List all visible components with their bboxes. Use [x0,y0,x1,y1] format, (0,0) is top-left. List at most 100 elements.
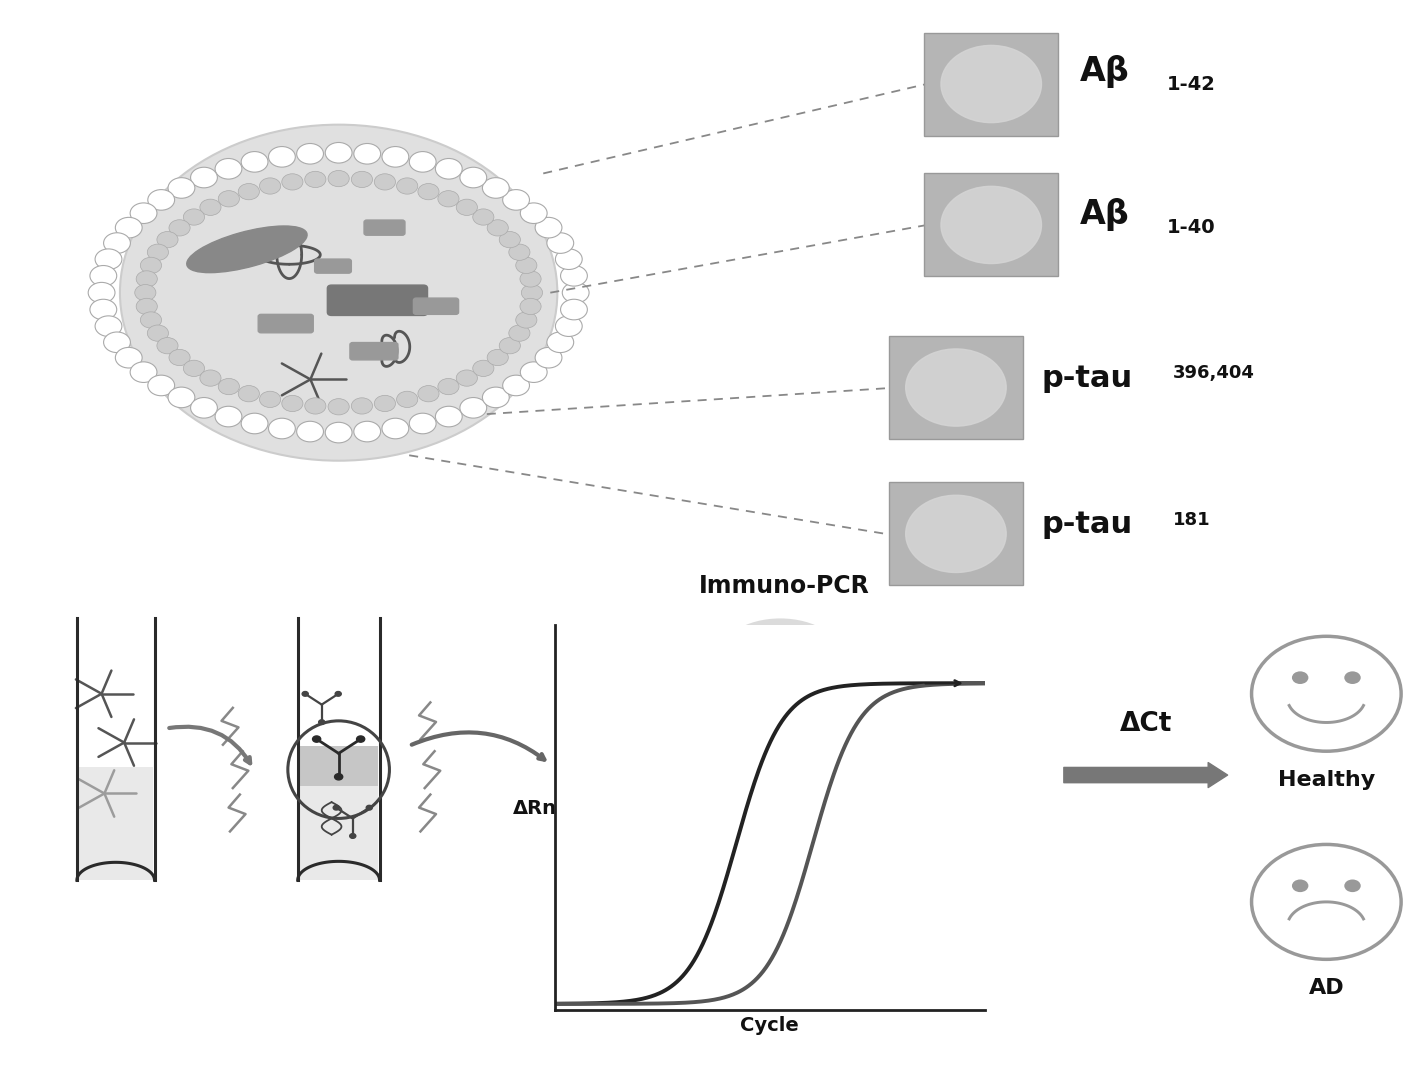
Text: Aβ: Aβ [1079,55,1129,88]
Circle shape [325,423,353,443]
Circle shape [302,692,308,696]
Circle shape [460,398,487,418]
FancyBboxPatch shape [315,259,351,273]
X-axis label: Cycle: Cycle [741,1016,799,1035]
Bar [79,767,154,880]
Circle shape [120,125,557,461]
Circle shape [367,805,373,810]
Circle shape [456,370,477,386]
Circle shape [409,413,436,434]
Text: Aβ: Aβ [1079,198,1129,231]
Circle shape [547,332,574,352]
Ellipse shape [906,495,1006,572]
Circle shape [502,190,529,210]
Ellipse shape [717,618,844,700]
Circle shape [535,347,562,367]
Circle shape [556,315,583,336]
Text: 1-42: 1-42 [1167,75,1216,94]
Circle shape [509,325,531,341]
Circle shape [483,387,509,408]
Circle shape [560,299,587,320]
Circle shape [547,233,574,254]
Circle shape [135,271,157,287]
Circle shape [382,146,409,167]
Circle shape [200,199,222,216]
Circle shape [374,396,395,412]
Circle shape [436,158,463,179]
Circle shape [357,736,364,743]
Circle shape [334,774,343,779]
Circle shape [282,173,303,190]
Circle shape [456,199,477,216]
Circle shape [354,143,381,164]
Circle shape [268,418,295,439]
Circle shape [522,285,542,301]
Circle shape [148,375,175,396]
Circle shape [157,232,178,248]
Circle shape [134,285,155,301]
Bar [924,33,1058,136]
Circle shape [327,399,349,415]
Circle shape [396,391,418,408]
Circle shape [238,386,260,402]
Circle shape [1292,879,1308,892]
Circle shape [168,387,195,408]
Circle shape [241,413,268,434]
Circle shape [502,375,529,396]
Text: p-tau: p-tau [1041,364,1133,393]
Circle shape [483,178,509,198]
Circle shape [214,158,241,179]
FancyBboxPatch shape [258,314,313,333]
FancyBboxPatch shape [364,220,405,235]
Text: Immuno-PCR: Immuno-PCR [698,575,871,598]
Text: 1-40: 1-40 [1167,218,1215,237]
Bar [299,746,378,880]
Circle shape [473,209,494,225]
Circle shape [219,191,240,207]
Circle shape [396,178,418,194]
Circle shape [325,142,353,163]
Circle shape [556,249,583,270]
FancyArrowPatch shape [1064,762,1228,788]
Ellipse shape [186,225,308,273]
Circle shape [95,315,121,336]
Circle shape [313,736,320,743]
Circle shape [351,171,373,188]
Circle shape [535,218,562,238]
Circle shape [562,283,590,304]
Circle shape [296,143,323,164]
Circle shape [103,233,130,254]
Bar [889,482,1023,585]
Circle shape [140,312,161,328]
Circle shape [190,167,217,188]
Circle shape [305,398,326,414]
Circle shape [95,249,121,270]
Circle shape [521,203,547,223]
Circle shape [268,146,295,167]
Circle shape [130,203,157,223]
Circle shape [351,398,373,414]
Circle shape [327,170,349,186]
Circle shape [487,220,508,236]
Circle shape [409,152,436,172]
Circle shape [168,178,195,198]
Circle shape [103,332,130,352]
Circle shape [1292,671,1308,684]
Circle shape [116,347,143,367]
Circle shape [418,386,439,402]
Circle shape [460,167,487,188]
Circle shape [333,805,339,810]
Circle shape [319,720,325,724]
Circle shape [296,422,323,442]
Circle shape [90,266,117,286]
Text: 181: 181 [1173,511,1211,529]
Circle shape [214,406,241,427]
Text: Healthy: Healthy [1278,770,1374,789]
Circle shape [190,398,217,418]
Ellipse shape [941,46,1041,122]
Text: ΔCt: ΔCt [1119,711,1173,737]
Circle shape [147,244,168,260]
Y-axis label: ΔRn: ΔRn [514,799,557,817]
Circle shape [140,257,161,273]
Bar [299,746,378,786]
